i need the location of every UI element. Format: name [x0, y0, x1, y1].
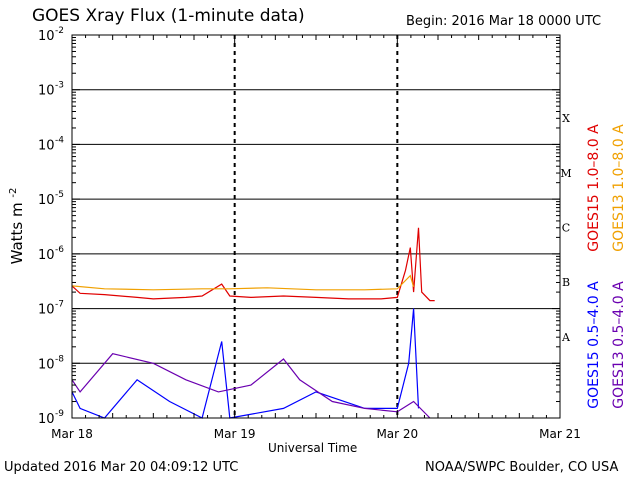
y-tick-base: 10 [38, 29, 55, 44]
legend-entry: GOES13 1.0–8.0 A [611, 124, 627, 252]
y-tick-label: 10 -4 [38, 135, 64, 153]
y-tick-base: 10 [38, 303, 55, 318]
flare-class-label: A [561, 331, 571, 344]
flare-class-label: X [562, 112, 570, 125]
x-tick-label: Mar 19 [214, 427, 256, 441]
y-axis-label-exponent: -2 [8, 188, 19, 198]
legend-entry: GOES15 1.0–8.0 A [586, 124, 602, 252]
y-tick-exponent: -4 [55, 135, 64, 145]
y-tick-base: 10 [38, 193, 55, 208]
series-line-2 [71, 274, 415, 291]
y-tick-exponent: -6 [55, 245, 64, 255]
y-tick-exponent: -2 [55, 26, 64, 36]
y-tick-base: 10 [38, 248, 55, 263]
y-tick-exponent: -8 [55, 354, 64, 364]
chart-title: GOES Xray Flux (1-minute data) [32, 6, 305, 26]
y-tick-base: 10 [38, 357, 55, 372]
y-tick-label: 10 -5 [38, 190, 64, 208]
y-tick-base: 10 [38, 412, 55, 427]
begin-time: Begin: 2016 Mar 18 0000 UTC [406, 14, 602, 29]
y-axis-label-base: Watts m [8, 198, 26, 265]
y-tick-exponent: -9 [55, 409, 64, 419]
flare-class-label: B [562, 276, 570, 289]
series-line-4 [71, 353, 431, 419]
y-tick-base: 10 [38, 138, 55, 153]
y-tick-label: 10 -3 [38, 81, 64, 99]
y-tick-exponent: -3 [55, 81, 64, 91]
y-tick-label: 10 -2 [38, 26, 64, 44]
legend-entry: GOES15 0.5–4.0 A [586, 281, 602, 409]
y-tick-label: 10 -8 [38, 354, 64, 372]
credit-label: NOAA/SWPC Boulder, CO USA [425, 460, 619, 475]
y-tick-label: 10 -9 [38, 409, 64, 427]
updated-timestamp: Updated 2016 Mar 20 04:09:12 UTC [4, 460, 239, 475]
flare-class-label: M [560, 167, 571, 180]
x-axis-label: Universal Time [268, 441, 358, 455]
legend-entry: GOES13 0.5–4.0 A [611, 281, 627, 409]
x-tick-label: Mar 20 [376, 427, 418, 441]
y-axis-label: Watts m -2 [8, 188, 26, 265]
y-tick-label: 10 -6 [38, 245, 64, 263]
plot-frame [71, 34, 561, 419]
y-tick-label: 10 -7 [38, 300, 64, 318]
y-tick-exponent: -7 [55, 300, 64, 310]
x-tick-label: Mar 18 [51, 427, 93, 441]
y-tick-exponent: -5 [55, 190, 64, 200]
x-tick-label: Mar 21 [539, 427, 581, 441]
flare-class-label: C [562, 222, 570, 235]
series-line-1 [71, 227, 435, 302]
y-tick-base: 10 [38, 84, 55, 99]
